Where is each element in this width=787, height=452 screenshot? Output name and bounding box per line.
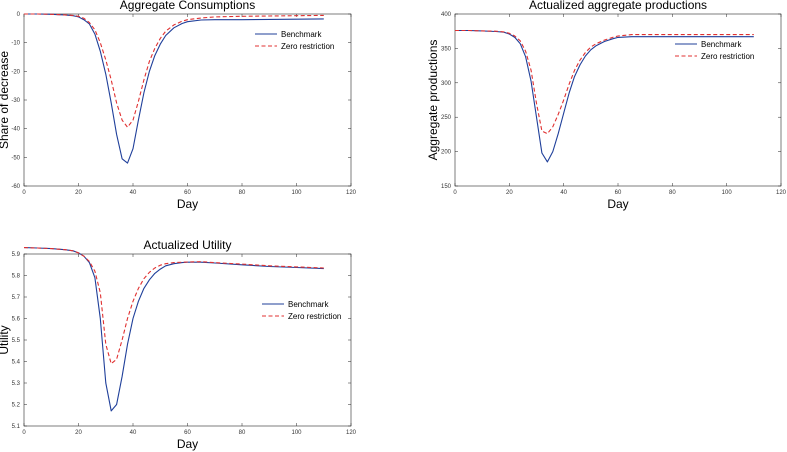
x-tick-label: 120 xyxy=(776,190,787,196)
y-tick-label: -50 xyxy=(11,155,20,161)
plot-area xyxy=(23,13,352,187)
legend-label: Zero restriction xyxy=(288,312,341,321)
chart-1: 0 20 40 60 80 100 120 0 -10 -20 -30 -40 -50 -60 Aggreg… xyxy=(0,0,357,211)
y-tick-label: -60 xyxy=(11,184,20,190)
x-tick-label: 100 xyxy=(722,190,733,196)
y-tick-label: 5.8 xyxy=(12,274,21,280)
x-tick-label: 80 xyxy=(239,430,246,436)
chart-title: Actualized aggregate productions xyxy=(529,0,707,12)
x-tick-label: 60 xyxy=(615,190,622,196)
y-tick-label: 200 xyxy=(441,150,452,156)
y-tick-label: 300 xyxy=(441,81,452,87)
series-line-benchmark xyxy=(23,247,324,412)
legend-label: Zero restriction xyxy=(281,42,334,51)
y-tick-label: 400 xyxy=(441,12,452,18)
x-tick-label: 100 xyxy=(291,430,302,436)
series-line-benchmark xyxy=(24,13,324,164)
x-axis-label: Day xyxy=(607,197,628,211)
y-tick-label: -10 xyxy=(11,41,20,47)
plot-area xyxy=(23,253,352,427)
y-tick-label: 5.4 xyxy=(12,360,21,366)
legend-label: Benchmark xyxy=(288,300,329,309)
y-tick-label: 5.6 xyxy=(12,317,21,323)
y-tick-label: -20 xyxy=(11,69,20,75)
y-tick-label: -40 xyxy=(11,127,20,133)
x-tick-label: 20 xyxy=(75,190,82,196)
x-tick-label: 40 xyxy=(130,190,137,196)
y-axis-label: Utility xyxy=(0,325,11,354)
x-tick-label: 100 xyxy=(291,190,302,196)
y-tick-label: 150 xyxy=(441,184,452,190)
x-tick-label: 120 xyxy=(346,430,357,436)
x-tick-label: 60 xyxy=(184,430,191,436)
x-tick-label: 20 xyxy=(506,190,513,196)
x-tick-label: 20 xyxy=(75,430,82,436)
series-line-benchmark xyxy=(455,29,754,163)
x-axis-label: Day xyxy=(177,437,198,451)
y-tick-label: -30 xyxy=(11,98,20,104)
x-tick-label: 80 xyxy=(669,190,676,196)
x-tick-label: 40 xyxy=(560,190,567,196)
x-tick-label: 0 xyxy=(22,430,26,436)
y-tick-label: 5.3 xyxy=(12,381,21,387)
chart-2: 0 20 40 60 80 100 120 400 350 300 250 200 150 Actuali… xyxy=(426,0,787,211)
chart-title: Aggregate Consumptions xyxy=(120,0,255,12)
x-tick-label: 80 xyxy=(239,190,246,196)
y-tick-label: 350 xyxy=(441,46,452,52)
y-tick-label: 5.9 xyxy=(12,252,21,258)
y-axis-label: Aggregate productions xyxy=(426,40,440,161)
series-line-zero-restriction xyxy=(455,29,754,135)
y-tick-label: 0 xyxy=(17,12,21,18)
legend-label: Zero restriction xyxy=(701,52,754,61)
y-tick-label: 250 xyxy=(441,115,452,121)
y-tick-label: 5.1 xyxy=(12,424,21,430)
x-tick-label: 120 xyxy=(346,190,357,196)
x-tick-label: 40 xyxy=(130,430,137,436)
x-tick-label: 60 xyxy=(184,190,191,196)
y-axis-label: Share of decrease xyxy=(0,51,11,149)
y-tick-label: 5.2 xyxy=(12,403,21,409)
chart-3: 0 20 40 60 80 100 120 5.9 5.8 5.7 5.6 5.5 5.4 5.3 5.2 5… xyxy=(0,238,357,451)
x-axis-label: Day xyxy=(177,197,198,211)
legend-label: Benchmark xyxy=(701,40,742,49)
chart-title: Actualized Utility xyxy=(143,238,231,252)
y-tick-label: 5.7 xyxy=(12,295,21,301)
legend-label: Benchmark xyxy=(281,30,322,39)
y-tick-label: 5.5 xyxy=(12,338,21,344)
series-line-zero-restriction xyxy=(23,247,324,365)
series-line-zero-restriction xyxy=(24,13,324,128)
x-tick-label: 0 xyxy=(22,190,26,196)
x-tick-label: 0 xyxy=(453,190,457,196)
